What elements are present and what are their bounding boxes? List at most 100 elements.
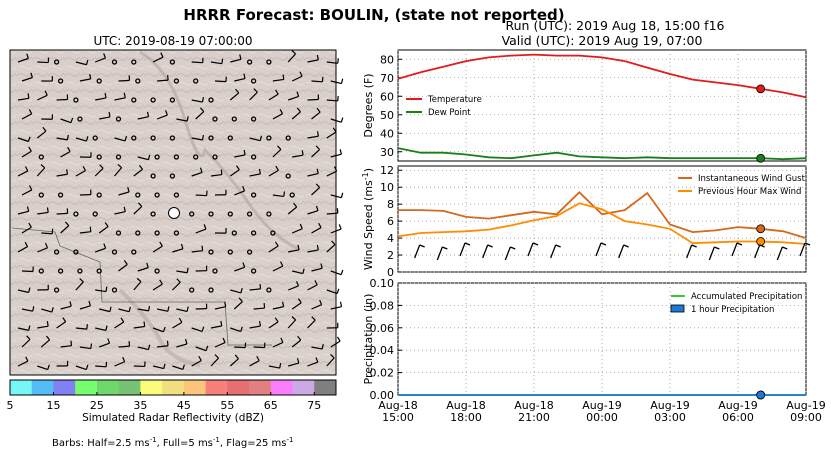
wind-barb-flag (333, 166, 338, 172)
y-tick-label: 70 (380, 72, 394, 85)
wind-barb-staff (330, 306, 342, 310)
calm-wind-circle (131, 97, 137, 103)
wind-barb-flag (302, 268, 305, 274)
calm-wind-circle (131, 59, 137, 65)
calm-wind-circle (150, 135, 156, 141)
colorbar-swatch (227, 380, 250, 395)
wind-barb-flag (320, 263, 323, 269)
wind-barb-flag (40, 164, 46, 169)
colorbar-swatch (31, 380, 54, 395)
wind-barb-flag (555, 244, 561, 248)
wind-barb-staff (172, 321, 183, 329)
wind-barb-staff (234, 154, 246, 158)
wind-barb-staff (330, 194, 342, 199)
calm-wind-circle (246, 59, 253, 65)
wind-barb-flag (281, 301, 285, 307)
wind-barb-flag (70, 340, 73, 346)
wind-barb-flag (532, 242, 539, 246)
calm-wind-circle (96, 154, 102, 160)
wind-barb-staff (288, 362, 299, 367)
wind-barb-flag (42, 126, 47, 132)
wind-barb-staff (268, 93, 279, 101)
wind-barb-flag (235, 165, 240, 171)
wind-barb-flag (26, 335, 31, 340)
calm-wind-circle (173, 230, 180, 236)
wind-barb-flag (235, 88, 240, 94)
wind-barb-staff (307, 249, 319, 253)
wind-barb-staff (41, 308, 53, 313)
wind-barb-staff (36, 130, 47, 139)
wind-barb-flag (259, 283, 262, 289)
y-axis-label-text: Wind Speed (ms (362, 180, 375, 270)
wind-barb-staff (137, 267, 149, 272)
wind-barb-staff (214, 306, 226, 310)
wind-barb-staff (94, 167, 104, 177)
wind-barb-staff (37, 325, 49, 329)
wind-barb-staff (731, 242, 738, 257)
wind-barb-staff (292, 154, 304, 158)
wind-barb-staff (249, 325, 261, 329)
wind-barb-flag (243, 73, 246, 79)
wind-barb-staff (776, 246, 783, 261)
wind-barb-staff (307, 284, 318, 291)
calm-wind-circle (212, 154, 218, 160)
wind-barb-flag (70, 117, 74, 123)
wind-barb-staff (307, 172, 319, 177)
wind-barb-flag (296, 91, 300, 97)
wind-barb-staff (137, 346, 149, 351)
wind-barb-flag (51, 307, 54, 313)
calm-wind-circle (131, 135, 137, 141)
wind-barb-flag (510, 246, 516, 250)
wind-barb-staff (94, 57, 106, 63)
calm-wind-circle (73, 97, 79, 103)
wind-barb-staff (504, 246, 511, 261)
calm-wind-circle (53, 287, 60, 293)
colorbar-swatch (75, 380, 98, 395)
calm-wind-circle (169, 59, 176, 65)
wind-barb-staff (118, 79, 130, 82)
barbs-note: Barbs: Half=2.5 ms-1, Full=5 ms-1, Flag=… (52, 436, 293, 449)
calm-wind-circle (208, 97, 214, 103)
wind-barb-flag (186, 116, 189, 122)
y-tick-label: 80 (380, 53, 394, 66)
x-tick-date: Aug-19 (582, 399, 621, 412)
wind-barb-flag (44, 90, 48, 96)
wind-barb-staff (307, 98, 319, 101)
wind-barb-staff (114, 167, 123, 177)
wind-barb-staff (291, 228, 303, 234)
wind-barb-flag (105, 325, 108, 331)
wind-barb-staff (249, 91, 258, 101)
wind-barb-flag (759, 244, 765, 248)
current-time-marker (756, 390, 766, 400)
wind-barb-staff (75, 365, 87, 371)
wind-barb-flag (166, 340, 169, 346)
wind-barb-flag (66, 134, 69, 140)
wind-barb-staff (268, 169, 279, 177)
wind-barb-flag (220, 320, 223, 327)
wind-barb-staff (75, 327, 87, 330)
y-tick-label: 0.10 (370, 277, 395, 290)
wind-barb-flag (103, 243, 107, 249)
calm-wind-circle (246, 249, 253, 255)
wind-barb-flag (316, 131, 319, 137)
x-tick-label: Aug-19 09:00 (786, 399, 825, 424)
y-tick-label: 0.02 (370, 367, 395, 380)
calm-wind-circle (154, 192, 160, 198)
wind-barb-staff (56, 137, 68, 141)
wind-barb-staff (21, 270, 34, 273)
x-tick-label: Aug-18 18:00 (446, 399, 485, 424)
wind-barb-staff (36, 167, 46, 177)
wind-barb-flag (137, 202, 143, 207)
wind-barb-staff (195, 194, 207, 197)
wind-barb-staff (272, 78, 284, 82)
calm-wind-circle (250, 116, 257, 122)
wind-barb-staff (17, 170, 29, 177)
y-tick-label: 0.00 (370, 389, 395, 402)
wind-barb-flag (128, 306, 131, 312)
wind-barb-flag (291, 50, 296, 55)
wind-barb-staff (21, 150, 32, 158)
x-tick-date: Aug-19 (650, 399, 689, 412)
wind-barb-staff (459, 242, 466, 257)
wind-barb-flag (159, 279, 163, 285)
wind-barb-flag (109, 306, 112, 312)
